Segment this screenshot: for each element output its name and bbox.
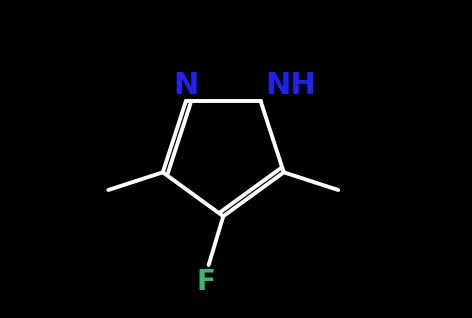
Text: NH: NH xyxy=(265,71,316,100)
Text: N: N xyxy=(173,71,199,100)
Text: F: F xyxy=(196,268,215,296)
